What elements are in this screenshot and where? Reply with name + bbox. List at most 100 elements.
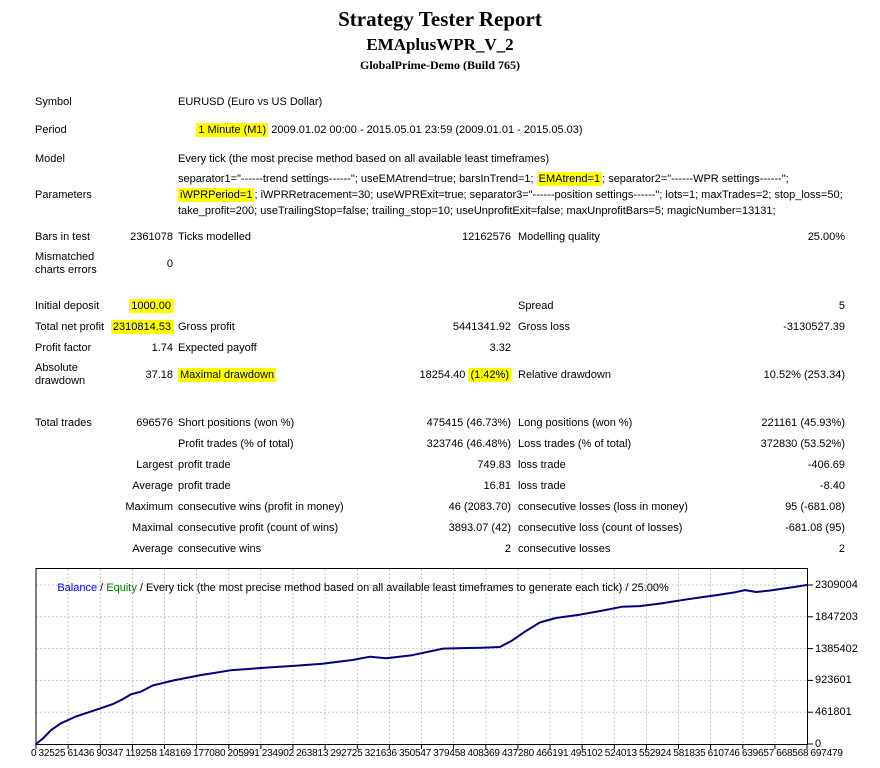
- y-axis-label: 1847203: [815, 611, 858, 623]
- x-axis-label: 639657: [741, 748, 775, 759]
- avg-loss-value: -8.40: [819, 479, 845, 492]
- params-line3: take_profit=200; useTrailingStop=false; …: [178, 205, 776, 217]
- params-ematrend-highlight: EMAtrend=1: [536, 172, 603, 186]
- report-title: Strategy Tester Report: [338, 7, 542, 31]
- row-model: Model Every tick (the most precise metho…: [0, 148, 880, 169]
- y-axis-label: 2309004: [815, 579, 858, 591]
- maxwins-value: 46 (2083.70): [448, 500, 511, 513]
- row-deposit: Initial deposit 1000.00 Spread 5: [0, 295, 880, 316]
- x-axis-label: 32525: [38, 748, 66, 759]
- maxlosses-label: consecutive losses (loss in money): [518, 500, 688, 513]
- x-axis-label: 581835: [673, 748, 706, 759]
- x-axis-label: 0: [31, 748, 37, 759]
- x-axis-label: 292725: [330, 748, 363, 759]
- row-profittrades: Profit trades (% of total) 323746 (46.48%…: [0, 433, 880, 454]
- row-drawdown: Absolute drawdown 37.18 Maximal drawdown …: [0, 358, 880, 392]
- model-label: Model: [35, 152, 65, 165]
- maxprofit-label: consecutive profit (count of wins): [178, 521, 339, 534]
- params-line1: separator1="------trend settings------";…: [178, 173, 537, 185]
- maximum-label: Maximum: [125, 500, 173, 513]
- parameters-value: separator1="------trend settings------";…: [178, 171, 880, 219]
- params-iwprperiod-highlight: iWPRPeriod=1: [178, 188, 255, 202]
- long-value: 221161 (45.93%): [761, 416, 845, 429]
- x-axis-label: 552924: [639, 748, 672, 759]
- average-label: Average: [132, 479, 173, 492]
- x-axis-label: 90347: [96, 748, 124, 759]
- maxdd-value: 18254.40 (1.42%): [419, 368, 511, 382]
- absdd-label: Absolute drawdown: [35, 362, 86, 387]
- x-axis-label: 408369: [467, 748, 500, 759]
- symbol-value: EURUSD (Euro vs US Dollar): [178, 95, 323, 108]
- x-axis-label: 148169: [158, 748, 192, 759]
- model-value: Every tick (the most precise method base…: [178, 152, 550, 165]
- avg-profit-label: profit trade: [178, 479, 231, 492]
- x-axis-label: 697479: [810, 748, 843, 759]
- short-label: Short positions (won %): [178, 416, 295, 429]
- x-axis-label: 350547: [398, 748, 432, 759]
- row-netprofit: Total net profit 2310814.53 Gross profit 5…: [0, 316, 880, 337]
- mismatch-value: 0: [166, 258, 173, 270]
- maxwins-label: consecutive wins (profit in money): [178, 500, 344, 513]
- expectedpayoff-label: Expected payoff: [178, 341, 257, 354]
- x-axis-label: 234902: [261, 748, 294, 759]
- x-axis-label: 610746: [707, 748, 740, 759]
- netprofit-value-highlight: 2310814.53: [110, 319, 173, 334]
- maximal-label: Maximal: [132, 521, 173, 534]
- largest-profit-value: 749.83: [477, 458, 511, 471]
- row-period: Period 1 Minute (M1) 2009.01.02 00:00 - …: [0, 112, 880, 148]
- period-label: Period: [35, 124, 67, 136]
- row-maximal-consecutive: Maximal consecutive profit (count of win…: [0, 517, 880, 538]
- losstrades-label: Loss trades (% of total): [518, 437, 632, 450]
- legend-balance: Balance: [57, 582, 98, 594]
- profitfactor-label: Profit factor: [35, 341, 92, 354]
- chart-plot-area: Balance / Equity / Every tick (the most …: [35, 568, 813, 750]
- parameters-label: Parameters: [35, 189, 92, 201]
- x-axis-label: 466191: [536, 748, 569, 759]
- maxdd-percent-highlight: (1.42%): [468, 368, 511, 382]
- profitfactor-value: 1.74: [151, 341, 173, 354]
- y-axis-label: 461801: [815, 706, 852, 718]
- row-largest: Largest profit trade 749.83 loss trade -40…: [0, 454, 880, 475]
- avg-profit-value: 16.81: [483, 479, 511, 492]
- grossprofit-value: 5441341.92: [452, 320, 511, 333]
- netprofit-label: Total net profit: [35, 320, 105, 333]
- x-axis-label: 177080: [193, 748, 226, 759]
- x-axis-label: 205991: [227, 748, 260, 759]
- avglosses-value: 2: [838, 542, 845, 555]
- totaltrades-value: 696576: [136, 416, 173, 429]
- spread-value: 5: [838, 299, 845, 312]
- profittrades-label: Profit trades (% of total): [178, 437, 294, 450]
- params-line1-end: ; separator2="------WPR settings------";: [602, 173, 789, 185]
- report-table: Symbol EURUSD (Euro vs US Dollar) Period…: [0, 91, 880, 559]
- expectedpayoff-value: 3.32: [489, 341, 511, 354]
- server-build: GlobalPrime-Demo (Build 765): [360, 58, 520, 72]
- absdd-value: 37.18: [145, 369, 173, 381]
- x-axis-label: 119258: [125, 748, 157, 759]
- ticks-value: 12162576: [462, 230, 511, 243]
- reldd-label: Relative drawdown: [518, 369, 611, 381]
- largest-label: Largest: [136, 458, 173, 471]
- ticks-label: Ticks modelled: [178, 230, 251, 243]
- row-maximum-consecutive: Maximum consecutive wins (profit in mone…: [0, 496, 880, 517]
- bars-value: 2361078: [130, 230, 173, 243]
- profittrades-value: 323746 (46.48%): [426, 437, 511, 450]
- balance-chart: Balance / Equity / Every tick (the most …: [31, 568, 880, 768]
- maxloss-value: -681.08 (95): [785, 521, 845, 534]
- maxdd-label-highlight: Maximal drawdown: [178, 368, 277, 382]
- totaltrades-label: Total trades: [35, 416, 92, 429]
- x-axis-label: 379458: [433, 748, 466, 759]
- y-axis-label: 923601: [815, 674, 852, 686]
- grossprofit-label: Gross profit: [178, 320, 235, 333]
- report-header: Strategy Tester Report EMAplusWPR_V_2 Gl…: [0, 0, 880, 73]
- period-timeframe-highlight: 1 Minute (M1): [196, 123, 269, 137]
- params-line2: ; iWPRRetracement=30; useWPRExit=true; s…: [254, 189, 843, 201]
- x-axis-label: 321636: [364, 748, 397, 759]
- bars-label: Bars in test: [35, 230, 91, 243]
- reldd-value: 10.52% (253.34): [763, 369, 845, 381]
- legend-separator: /: [97, 582, 107, 594]
- row-average-consecutive: Average consecutive wins 2 consecutive lo…: [0, 538, 880, 559]
- quality-value: 25.00%: [807, 230, 845, 243]
- row-average-trade: Average profit trade 16.81 loss trade -8.4…: [0, 475, 880, 496]
- mismatch-label: Mismatched charts errors: [35, 251, 97, 276]
- row-parameters: Parameters separator1="------trend setti…: [0, 169, 880, 221]
